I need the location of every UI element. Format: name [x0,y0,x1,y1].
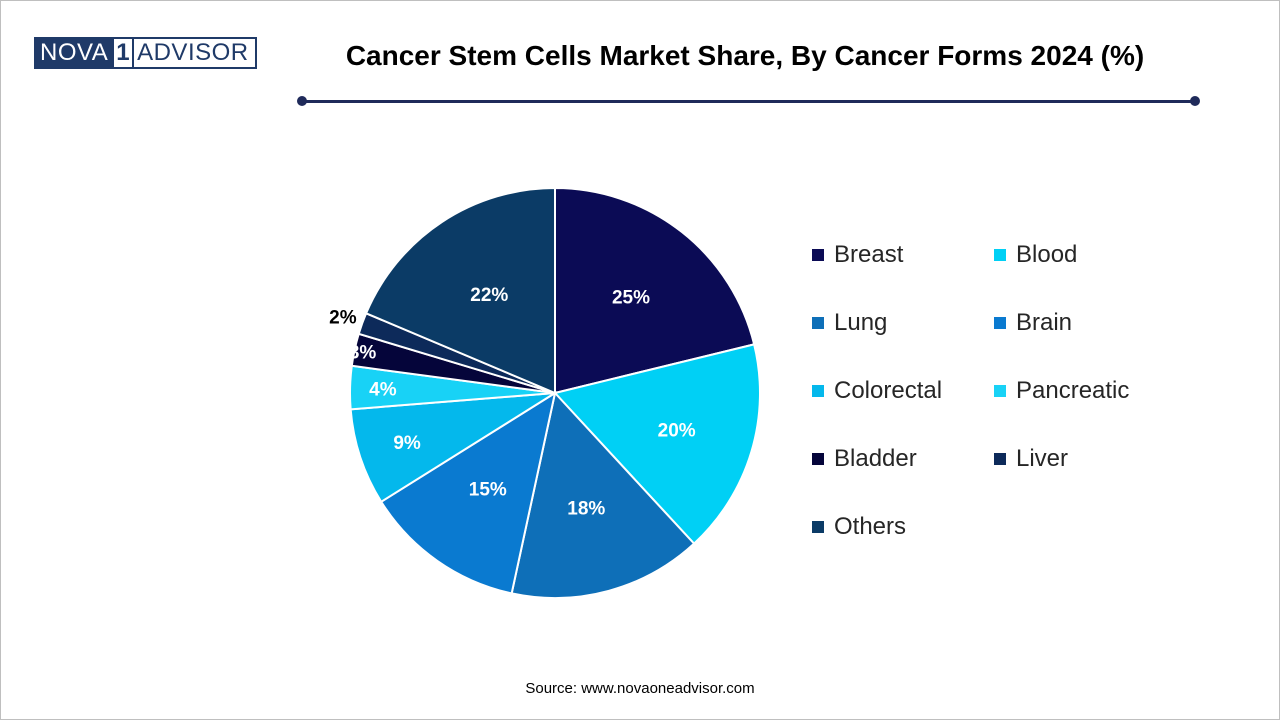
pie-slice-others [364,186,556,395]
pie-slice-lung [510,390,696,599]
pie-label-bladder: 3% [349,342,377,363]
pie-label-others: 22% [470,285,508,306]
title-rule-left-dot [297,96,307,106]
legend-label-brain: Brain [1016,308,1073,336]
legend-item-brain: Brain [994,306,1172,339]
pie-label-blood: 20% [658,421,696,442]
legend-swatch-colorectal [812,384,824,397]
logo-text-one: 1 [112,37,135,69]
pie-slice-blood [553,343,761,546]
legend-item-liver: Liver [994,442,1172,475]
pie-slices [349,186,761,599]
legend-label-liver: Liver [1016,444,1069,472]
legend-item-breast: Breast [812,238,994,271]
legend-item-colorectal: Colorectal [812,374,994,407]
legend-label-blood: Blood [1016,240,1078,268]
pie-slice-breast [554,186,756,395]
legend-swatch-pancreatic [994,384,1006,397]
pie-slice-colorectal [349,392,556,504]
chart-legend: Breast Blood Lung Brain Colorectal Pancreatic… [812,238,1172,543]
legend-item-pancreatic: Pancreatic [994,374,1172,407]
legend-swatch-others [812,520,824,533]
pie-label-colorectal: 9% [393,433,421,454]
legend-label-colorectal: Colorectal [834,376,943,404]
legend-label-bladder: Bladder [834,444,917,472]
legend-item-bladder: Bladder [812,442,994,475]
legend-label-others: Others [834,512,907,540]
pie-label-liver: 2% [329,308,357,329]
pie-labels: 25% 20% 18% 15% 9% 4% 3% 2% 22% [329,285,696,520]
title-rule [302,100,1196,103]
legend-swatch-lung [812,316,824,329]
legend-label-lung: Lung [834,308,888,336]
pie-label-breast: 25% [612,287,650,308]
legend-label-pancreatic: Pancreatic [1016,376,1130,404]
logo-text-nova: NOVA [34,37,113,69]
pie-label-pancreatic: 4% [369,379,397,400]
logo-text-advisor: ADVISOR [134,37,257,69]
pie-label-brain: 15% [469,480,507,501]
pie-label-lung: 18% [567,499,605,520]
nova-one-advisor-logo: NOVA 1 ADVISOR [34,37,257,69]
legend-item-blood: Blood [994,238,1172,271]
legend-swatch-bladder [812,452,824,465]
chart-title: Cancer Stem Cells Market Share, By Cance… [345,40,1145,71]
legend-label-breast: Breast [834,240,904,268]
legend-swatch-brain [994,316,1006,329]
legend-item-others: Others [812,510,994,543]
legend-swatch-blood [994,248,1006,261]
title-rule-right-dot [1190,96,1200,106]
pie-slice-brain [379,390,557,595]
source-note: Source: www.novaoneadvisor.com [525,680,755,697]
legend-swatch-breast [812,248,824,261]
legend-item-lung: Lung [812,306,994,339]
legend-swatch-liver [994,452,1006,465]
